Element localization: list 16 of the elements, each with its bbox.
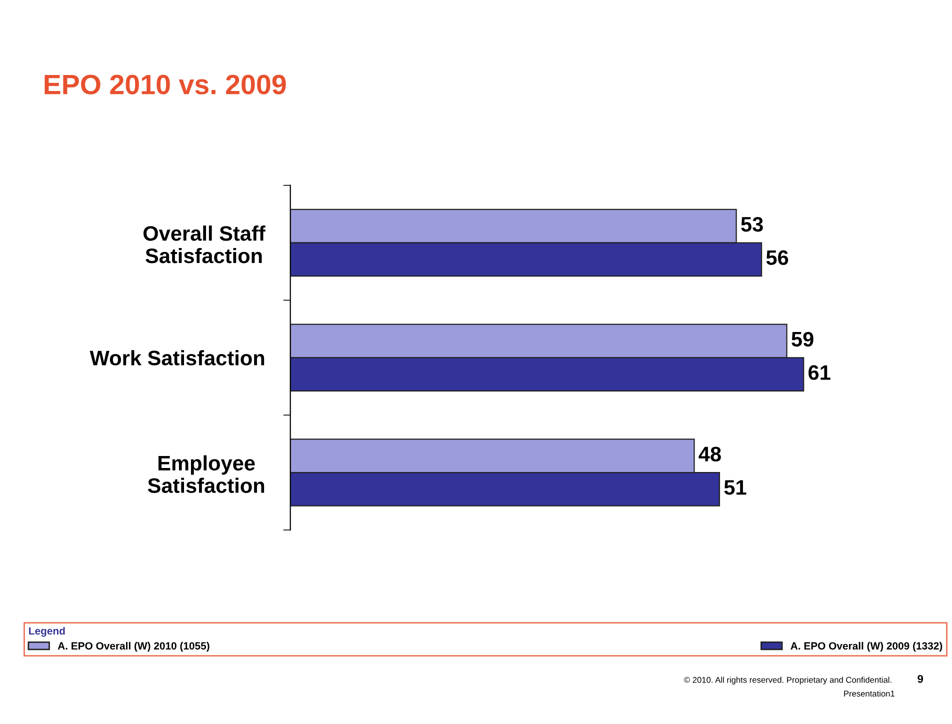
chart-title: EPO 2010 vs. 2009: [44, 74, 286, 94]
data-label: 59: [792, 332, 814, 347]
data-label: 51: [724, 480, 746, 495]
text: 9: [918, 674, 924, 683]
data-label: 53: [741, 216, 763, 232]
data-label: 56: [766, 250, 788, 266]
y-tick-label: Overall Staff Satisfaction: [143, 226, 266, 264]
text: Presentation1: [844, 690, 894, 697]
text: © 2010. All rights reserved. Proprietary and Confidential.: [684, 676, 892, 684]
legend-label: A. EPO Overall (W) 2009 (1332): [790, 642, 942, 652]
data-label: 48: [698, 446, 721, 462]
legend-title: Legend: [29, 626, 65, 637]
y-tick-label: Employee Satisfaction: [148, 455, 264, 494]
legend-label: A. EPO Overall (W) 2010 (1055): [58, 642, 210, 652]
data-label: 61: [808, 365, 830, 380]
y-tick-label: Work Satisfaction: [90, 350, 264, 366]
